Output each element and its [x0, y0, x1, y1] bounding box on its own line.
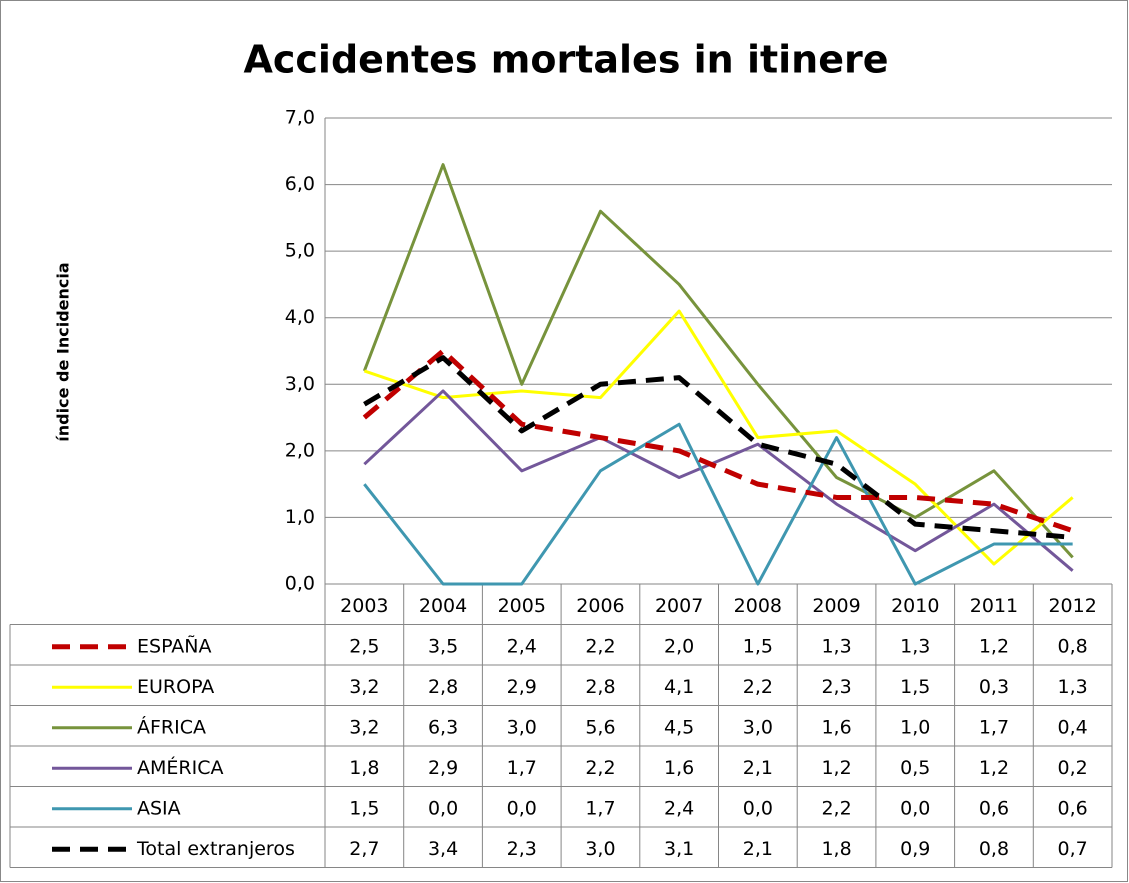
table-value: 2,8 — [585, 676, 615, 698]
table-value: 0,7 — [1058, 838, 1088, 860]
table-value: 0,0 — [743, 797, 773, 819]
table-value: 6,3 — [428, 716, 458, 738]
table-value: 1,8 — [349, 757, 379, 779]
table-value: 0,6 — [979, 797, 1009, 819]
table-value: 0,0 — [507, 797, 537, 819]
x-tick-label: 2003 — [340, 595, 388, 617]
table-value: 1,3 — [1058, 676, 1088, 698]
x-tick-label: 2008 — [734, 595, 782, 617]
legend-label: Total extranjeros — [136, 838, 295, 860]
x-tick-label: 2009 — [812, 595, 860, 617]
x-tick-label: 2004 — [419, 595, 467, 617]
table-value: 3,0 — [743, 716, 773, 738]
table-value: 2,5 — [349, 635, 379, 657]
table-value: 0,2 — [1058, 757, 1088, 779]
y-tick-label: 3,0 — [285, 373, 315, 395]
table-value: 3,4 — [428, 838, 458, 860]
legend-label: AMÉRICA — [137, 756, 223, 779]
table-value: 3,0 — [507, 716, 537, 738]
table-value: 0,3 — [979, 676, 1009, 698]
series-line — [362, 348, 1074, 534]
table-value: 2,3 — [507, 838, 537, 860]
table-value: 1,0 — [900, 716, 930, 738]
table-value: 0,4 — [1058, 716, 1088, 738]
y-tick-label: 6,0 — [285, 173, 315, 195]
table-value: 2,2 — [821, 797, 851, 819]
y-tick-label: 0,0 — [285, 573, 315, 595]
table-value: 1,3 — [821, 635, 851, 657]
table-value: 2,7 — [349, 838, 379, 860]
table-value: 2,3 — [821, 676, 851, 698]
table-value: 2,2 — [585, 757, 615, 779]
y-tick-label: 1,0 — [285, 506, 315, 528]
table-value: 0,9 — [900, 838, 930, 860]
legend-label: EUROPA — [137, 676, 214, 698]
table-value: 1,5 — [900, 676, 930, 698]
table-value: 2,4 — [507, 635, 537, 657]
x-tick-label: 2012 — [1048, 595, 1096, 617]
table-value: 3,1 — [664, 838, 694, 860]
table-value: 4,5 — [664, 716, 694, 738]
x-tick-label: 2005 — [498, 595, 546, 617]
table-value: 3,5 — [428, 635, 458, 657]
table-value: 1,5 — [743, 635, 773, 657]
table-value: 0,0 — [900, 797, 930, 819]
table-value: 2,1 — [743, 757, 773, 779]
table-value: 0,8 — [979, 838, 1009, 860]
x-tick-label: 2010 — [891, 595, 939, 617]
legend-label: ÁFRICA — [137, 715, 206, 738]
table-value: 0,8 — [1058, 635, 1088, 657]
series-line — [362, 163, 1074, 559]
table-value: 2,2 — [585, 635, 615, 657]
table-value: 1,6 — [664, 757, 694, 779]
table-value: 1,8 — [821, 838, 851, 860]
table-value: 2,1 — [743, 838, 773, 860]
table-value: 2,9 — [507, 676, 537, 698]
table-value: 3,0 — [585, 838, 615, 860]
table-value: 1,2 — [979, 757, 1009, 779]
table-value: 1,7 — [585, 797, 615, 819]
legend-label: ASIA — [137, 797, 181, 819]
table-value: 2,8 — [428, 676, 458, 698]
series-line — [363, 422, 1073, 586]
x-tick-label: 2011 — [970, 595, 1018, 617]
table-value: 0,5 — [900, 757, 930, 779]
legend-label: ESPAÑA — [137, 634, 212, 657]
series-line — [363, 389, 1074, 572]
y-tick-label: 5,0 — [285, 240, 315, 262]
y-tick-label: 4,0 — [285, 306, 315, 328]
table-value: 2,4 — [664, 797, 694, 819]
chart-title: Accidentes mortales in itinere — [243, 38, 888, 82]
x-tick-label: 2007 — [655, 595, 703, 617]
table-value: 3,2 — [349, 716, 379, 738]
table-value: 5,6 — [585, 716, 615, 738]
y-tick-label: 7,0 — [285, 107, 315, 129]
table-value: 1,3 — [900, 635, 930, 657]
table-value: 2,9 — [428, 757, 458, 779]
table-value: 1,7 — [507, 757, 537, 779]
table-value: 1,2 — [979, 635, 1009, 657]
table-value: 1,2 — [821, 757, 851, 779]
table-value: 1,6 — [821, 716, 851, 738]
table-value: 1,7 — [979, 716, 1009, 738]
y-axis-label: índice de Incidencia — [54, 262, 73, 441]
series-line — [363, 355, 1073, 540]
x-tick-label: 2006 — [576, 595, 624, 617]
table-value: 3,2 — [349, 676, 379, 698]
table-value: 2,0 — [664, 635, 694, 657]
table-value: 4,1 — [664, 676, 694, 698]
table-value: 0,6 — [1058, 797, 1088, 819]
table-value: 1,5 — [349, 797, 379, 819]
y-tick-label: 2,0 — [285, 439, 315, 461]
table-value: 2,2 — [743, 676, 773, 698]
table-value: 0,0 — [428, 797, 458, 819]
